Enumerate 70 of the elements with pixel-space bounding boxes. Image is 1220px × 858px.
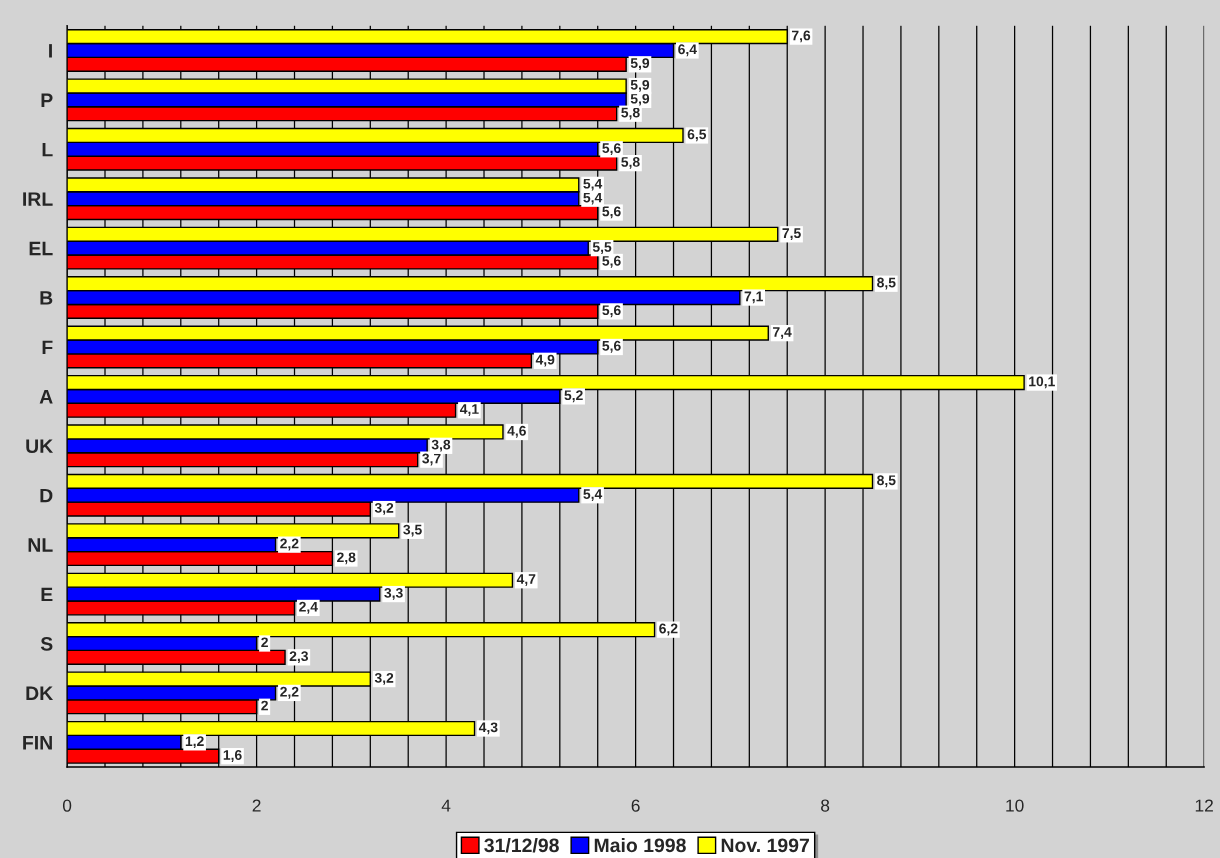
data-label: 3,7: [422, 453, 441, 466]
data-label: 5,9: [630, 79, 650, 92]
y-tick-label: E: [41, 587, 53, 602]
data-label: 5,4: [583, 489, 603, 501]
legend-label: Nov. 1997: [721, 838, 809, 853]
data-label: 5,6: [602, 206, 621, 219]
data-label: 8,5: [877, 475, 896, 488]
data-label: 5,8: [621, 107, 640, 120]
y-tick-label: UK: [26, 439, 54, 454]
data-label: 5,6: [602, 255, 621, 268]
x-tick-label: 12: [1195, 799, 1213, 812]
legend-label: Maio 1998: [594, 837, 686, 853]
data-label: 5,6: [602, 143, 621, 156]
x-tick-label: 6: [631, 799, 640, 812]
data-label: 2,2: [280, 538, 299, 551]
data-label: 5,4: [583, 178, 603, 191]
data-label: 4,3: [478, 722, 498, 735]
y-tick-label: L: [42, 142, 53, 157]
data-label: 6,2: [659, 623, 678, 636]
data-label: 2,4: [299, 601, 318, 614]
legend-label: 31/12/98: [484, 837, 559, 853]
data-label: 7,1: [744, 291, 763, 304]
data-label: 5,6: [602, 305, 621, 318]
data-label: 1,2: [185, 736, 204, 749]
data-label: 5,4: [583, 192, 603, 205]
data-label: 1,6: [223, 750, 242, 762]
data-label: 7,5: [782, 228, 801, 241]
data-label: 3,2: [374, 672, 394, 685]
y-tick-label: NL: [28, 538, 53, 552]
y-tick-label: EL: [29, 241, 53, 256]
y-tick-label: D: [40, 488, 53, 503]
data-label: 6,4: [678, 44, 697, 57]
y-tick-label: P: [41, 93, 53, 107]
data-label: 4,7: [516, 574, 536, 586]
y-tick-label: F: [42, 340, 53, 355]
data-label: 5,9: [630, 93, 650, 106]
y-tick-label: DK: [26, 686, 54, 700]
data-label: 3,2: [374, 502, 394, 515]
data-label: 2,2: [280, 686, 299, 699]
data-label: 2: [261, 637, 268, 648]
data-label: 2,8: [337, 552, 356, 565]
data-label: 2,3: [289, 651, 308, 664]
data-label: 7,6: [791, 30, 811, 43]
x-tick-label: 8: [821, 799, 830, 812]
data-label: 5,5: [592, 242, 612, 254]
y-tick-label: A: [39, 390, 53, 404]
data-label: 3,3: [384, 587, 403, 600]
data-label: 5,2: [564, 390, 583, 403]
y-tick-label: I: [49, 44, 52, 58]
data-label: 10,1: [1029, 376, 1055, 389]
y-tick-label: B: [40, 291, 53, 305]
data-label: 3,5: [403, 524, 422, 537]
x-tick-label: 10: [1006, 799, 1024, 812]
data-label: 6,5: [687, 129, 707, 142]
data-label: 7,4: [773, 327, 792, 339]
x-tick-label: 0: [62, 799, 72, 812]
x-tick-label: 2: [252, 799, 261, 812]
y-tick-label: FIN: [23, 736, 52, 750]
data-label: 8,5: [877, 277, 896, 290]
data-label: 4,1: [459, 404, 479, 416]
data-label: 4,9: [535, 354, 555, 367]
data-label: 5,9: [630, 58, 650, 71]
data-label: 4,6: [507, 425, 526, 438]
y-tick-label: S: [40, 636, 53, 651]
data-label: 5,6: [602, 340, 621, 353]
data-label: 3,8: [431, 439, 451, 452]
x-tick-label: 4: [441, 799, 451, 812]
data-label: 5,8: [621, 157, 640, 169]
data-label: 2: [261, 700, 268, 711]
y-tick-label: IRL: [23, 192, 53, 206]
